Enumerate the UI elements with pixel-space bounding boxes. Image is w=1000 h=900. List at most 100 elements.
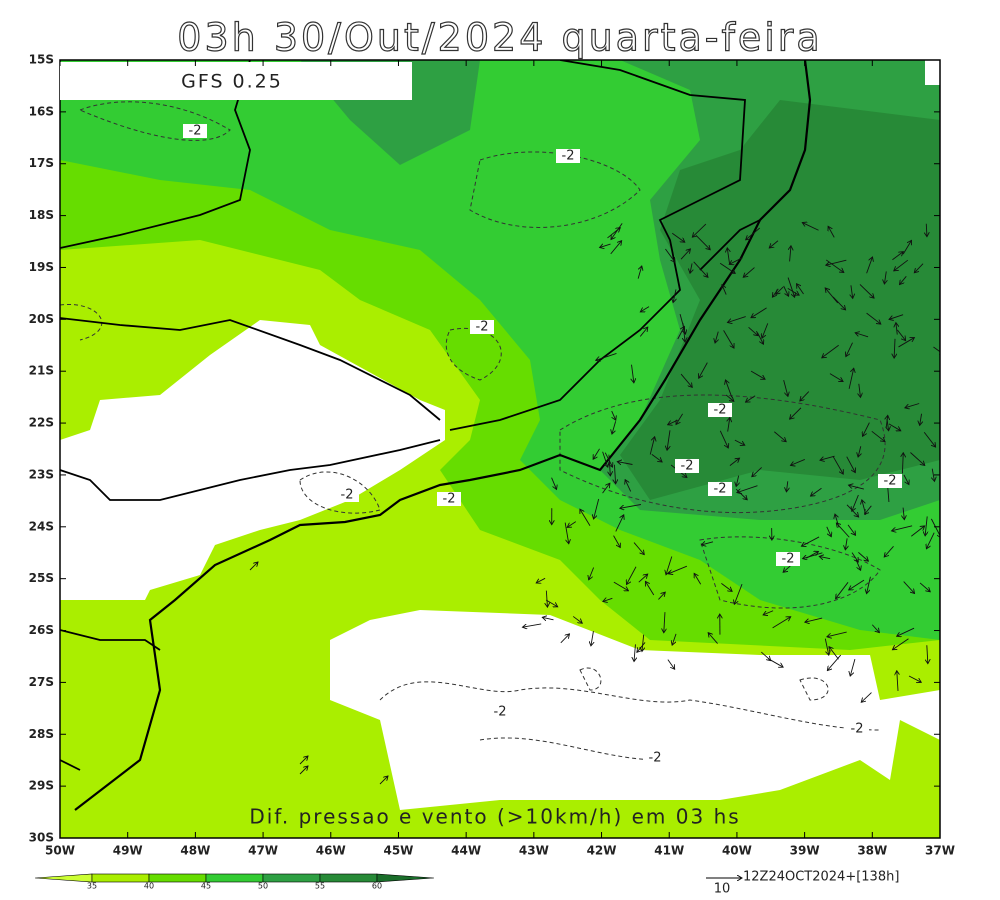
contour-label-box: [675, 459, 699, 473]
wind-vector: [903, 507, 904, 520]
contour-label-box: [643, 751, 667, 765]
lat-label: 22S: [29, 416, 54, 430]
contour-label: -2: [714, 403, 727, 418]
wind-vector: [665, 248, 675, 262]
wind-vector: [914, 263, 924, 273]
colorbar-label: 45: [201, 882, 211, 891]
wind-vector: [591, 631, 594, 646]
pressure-contours: [60, 101, 886, 761]
wind-vector: [615, 515, 624, 532]
wind-vector: [797, 284, 804, 295]
lat-label: 28S: [29, 727, 54, 741]
lat-label: 29S: [29, 779, 54, 793]
wind-vector: [596, 353, 617, 360]
wind-vector: [752, 467, 762, 476]
caption: Dif. pressao e vento (>10km/h) em 03 hs: [249, 805, 740, 829]
wind-vector: [695, 235, 710, 249]
wind-vector: [858, 446, 861, 457]
contour-label-box: [708, 403, 732, 417]
wind-vector: [668, 565, 688, 574]
wind-vector: [888, 423, 901, 431]
lat-label: 25S: [29, 571, 54, 585]
lon-label: 47W: [248, 844, 278, 858]
field-low: [925, 60, 940, 85]
wind-vector: [594, 498, 600, 519]
wind-vector: [920, 413, 922, 426]
wind-vector: [667, 659, 675, 670]
wind-vector: [729, 458, 740, 466]
wind-vector: [680, 249, 690, 260]
state-borders: [60, 60, 761, 771]
wind-vector: [825, 288, 839, 304]
wind-vector: [651, 454, 662, 462]
wind-vector: [719, 262, 735, 273]
wind-vector: [542, 617, 554, 620]
wind-vector: [680, 373, 692, 387]
wind-vector: [827, 654, 842, 671]
wind-vector: [897, 329, 905, 341]
contour-label: -2: [851, 722, 864, 737]
wind-vector: [783, 285, 789, 296]
colorbar-segment: [262, 873, 321, 883]
lon-label: 37W: [925, 844, 955, 858]
wind-vector: [746, 227, 761, 240]
wind-vector: [748, 326, 758, 335]
lon-label: 43W: [519, 844, 549, 858]
wind-vector: [832, 296, 845, 310]
wind-vector: [806, 551, 818, 559]
wind-vector: [639, 327, 648, 337]
wind-vector: [886, 415, 888, 428]
wind-vector: [819, 556, 831, 558]
wind-vector: [611, 223, 623, 239]
wind-vector: [672, 633, 677, 645]
wind-vector: [750, 370, 765, 379]
wind-vector: [719, 430, 728, 448]
wind-vector: [889, 314, 904, 320]
wind-vector: [828, 226, 835, 238]
contour-label-box: [470, 320, 494, 334]
wind-vector: [866, 257, 873, 274]
lat-label: 16S: [29, 104, 54, 118]
colorbar-segment: [205, 873, 264, 883]
wind-vector: [721, 583, 732, 591]
colorbar-segment: [91, 873, 150, 883]
wind-vector: [637, 266, 642, 279]
wind-vector: [679, 313, 685, 334]
wind-vector: [614, 464, 615, 484]
wind-vector: [861, 692, 872, 703]
wind-vector: [737, 485, 758, 493]
wind-vector: [790, 459, 805, 465]
wind-vector: [701, 542, 714, 545]
wind-vector: [805, 617, 823, 622]
wind-vector: [564, 522, 569, 544]
wind-vector: [897, 627, 915, 636]
lon-label: 49W: [113, 844, 143, 858]
wind-vector: [727, 316, 746, 323]
wind-vector: [299, 756, 308, 765]
wind-vector: [859, 284, 874, 298]
wind-vector: [638, 574, 648, 583]
wind-vector: [609, 454, 610, 476]
wind-vector: [776, 286, 784, 294]
wind-vector: [649, 437, 654, 455]
wind-vector: [820, 455, 835, 460]
wind-vector: [602, 483, 610, 494]
wind-vector: [671, 232, 685, 242]
wind-vector: [892, 525, 913, 531]
wind-vector: [826, 259, 847, 265]
wind-vector: [897, 671, 898, 691]
wind-vector: [769, 240, 779, 248]
wind-vector: [902, 453, 903, 474]
wind-vector: [859, 383, 861, 398]
wind-vector: [896, 323, 897, 335]
contour-label: -2: [341, 488, 354, 503]
colorbar: 35 40 45 50 55 60: [34, 873, 435, 891]
wind-vector: [715, 331, 718, 343]
wind-vector: [824, 638, 828, 656]
wind-vector: [736, 475, 738, 487]
contour-label: -2: [681, 459, 694, 474]
contour-label-box: [183, 124, 207, 138]
lon-label: 48W: [180, 844, 210, 858]
wind-vector: [728, 417, 730, 432]
wind-vector: [852, 494, 859, 511]
